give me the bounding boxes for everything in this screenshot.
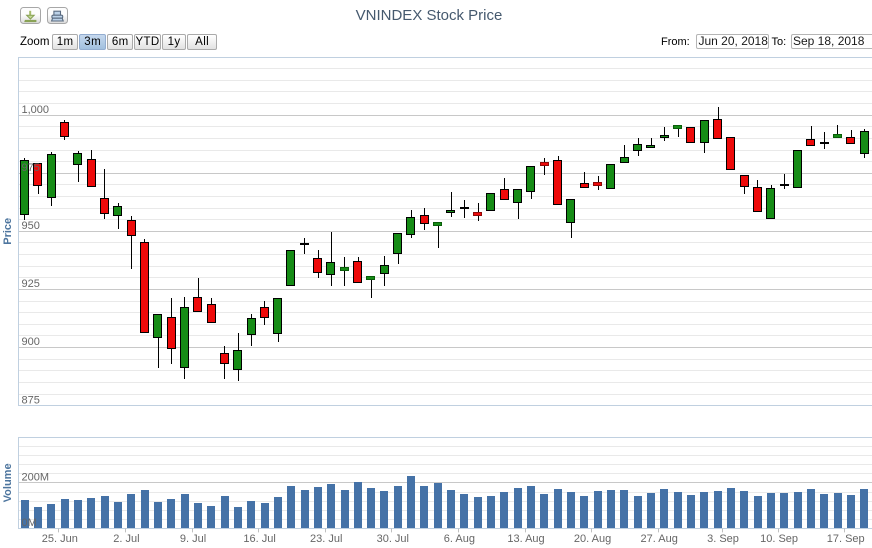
svg-text:16. Jul: 16. Jul [243,533,275,545]
svg-text:10. Sep: 10. Sep [760,533,798,545]
svg-text:25. Jun: 25. Jun [42,533,78,545]
svg-text:Volume: Volume [2,463,14,502]
svg-text:1,000: 1,000 [22,104,50,116]
svg-text:950: 950 [22,220,40,232]
svg-text:6. Aug: 6. Aug [444,533,475,545]
svg-text:900: 900 [22,336,40,348]
svg-text:27. Aug: 27. Aug [641,533,678,545]
svg-text:3. Sep: 3. Sep [707,533,739,545]
svg-text:2. Jul: 2. Jul [113,533,139,545]
svg-text:Price: Price [2,218,14,245]
svg-text:0M: 0M [22,517,37,529]
svg-text:23. Jul: 23. Jul [310,533,342,545]
svg-text:9. Jul: 9. Jul [180,533,206,545]
svg-text:875: 875 [22,394,40,406]
svg-text:200M: 200M [22,472,50,484]
svg-text:13. Aug: 13. Aug [507,533,544,545]
svg-text:20. Aug: 20. Aug [574,533,611,545]
svg-text:17. Sep: 17. Sep [827,533,865,545]
svg-text:975: 975 [22,162,40,174]
svg-text:30. Jul: 30. Jul [377,533,409,545]
svg-text:925: 925 [22,278,40,290]
